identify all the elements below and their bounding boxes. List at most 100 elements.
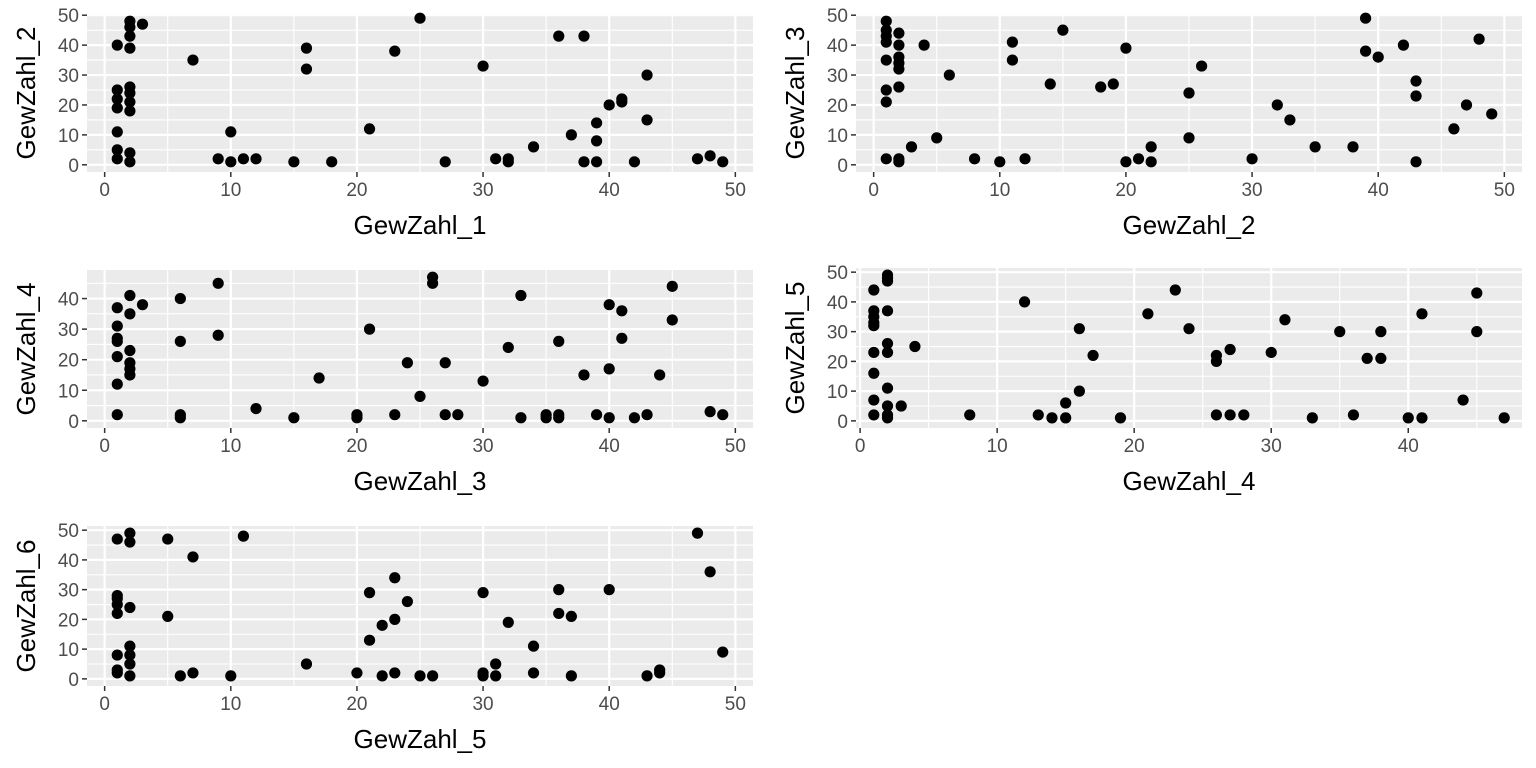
data-point [111,649,123,661]
data-point [603,584,615,596]
data-point [477,60,489,72]
data-point [553,30,565,42]
data-point [124,369,136,381]
data-point [1265,346,1277,359]
data-point [868,346,880,359]
x-tick-label: 50 [1494,180,1515,201]
data-point [490,658,502,670]
data-point [111,102,123,114]
data-point [300,63,313,75]
data-point [1410,156,1422,168]
data-point [389,613,401,625]
data-point [363,587,376,599]
x-tick-label: 50 [725,436,746,457]
data-point [880,153,892,165]
data-point [477,587,489,599]
data-point [1120,156,1132,168]
y-tick-label: 10 [58,126,79,147]
data-point [1032,409,1044,421]
data-point [212,329,224,341]
data-point [880,15,892,27]
y-tick-label: 50 [58,521,79,542]
data-point [909,340,921,353]
data-point [389,45,401,57]
data-point [893,27,905,39]
x-axis-title: GewZahl_3 [354,466,487,496]
x-tick-label: 0 [855,436,866,457]
scatter-panel-5: 0 10 20 30 40 50 0 10 20 30 40 50 GewZahl_5 GewZahl_6 [11,521,753,754]
data-point [1457,394,1469,406]
data-point [187,667,199,679]
data-point [880,96,892,108]
data-point [1057,24,1069,36]
data-point [1060,397,1072,409]
data-point [1375,326,1387,338]
data-point [968,153,981,165]
data-point [880,84,892,96]
data-point [1044,78,1056,90]
data-point [401,357,413,369]
data-point [1210,355,1223,367]
data-point [111,607,123,620]
data-point [162,533,174,545]
data-point [641,409,653,421]
data-point [1306,412,1318,424]
data-point [389,409,401,421]
y-tick-label: 0 [837,412,848,433]
data-point [174,670,186,682]
y-axis-title: GewZahl_6 [11,540,41,673]
data-point [111,126,123,138]
data-point [427,277,439,289]
data-point [1006,54,1019,66]
data-point [111,351,123,363]
data-point [905,141,918,153]
data-point [578,30,590,42]
data-point [111,93,123,105]
data-point [1183,132,1195,144]
data-point [515,289,527,302]
data-point [439,357,451,369]
x-tick-label: 30 [1241,180,1262,201]
data-point [187,551,199,563]
y-tick-label: 0 [68,412,79,433]
data-point [1460,99,1473,111]
data-point [1410,75,1422,87]
data-point [704,150,716,162]
x-tick-label: 10 [987,436,1008,457]
scatter-panel-3: 0 10 20 30 40 50 0 10 20 30 40 GewZahl_3 GewZahl_4 [11,270,753,496]
data-point [1347,409,1360,421]
x-tick-label: 40 [599,694,620,715]
data-point [490,153,502,165]
data-point [590,117,603,129]
x-tick-label: 30 [472,694,493,715]
data-point [1210,409,1223,421]
data-point [1224,409,1236,421]
data-point [1498,412,1510,424]
data-point [111,320,123,332]
data-point [389,667,401,679]
data-point [603,99,615,111]
y-tick-label: 40 [58,290,79,311]
data-point [414,670,426,682]
x-tick-label: 50 [725,694,746,715]
x-tick-label: 40 [1368,180,1389,201]
data-point [565,129,577,141]
data-point [654,369,666,381]
data-point [641,114,653,126]
x-axis-title: GewZahl_5 [354,724,487,754]
data-point [225,156,237,168]
data-point [490,670,502,682]
data-point [578,369,590,381]
data-point [111,153,123,165]
data-point [654,667,666,679]
data-point [881,337,894,350]
y-tick-label: 30 [827,66,848,87]
data-point [553,335,565,347]
data-point [893,156,905,168]
y-tick-label: 50 [827,263,848,284]
data-point [1073,385,1085,397]
data-point [1006,36,1019,48]
data-point [1132,153,1145,165]
y-tick-label: 50 [58,6,79,27]
x-tick-label: 0 [99,180,110,201]
